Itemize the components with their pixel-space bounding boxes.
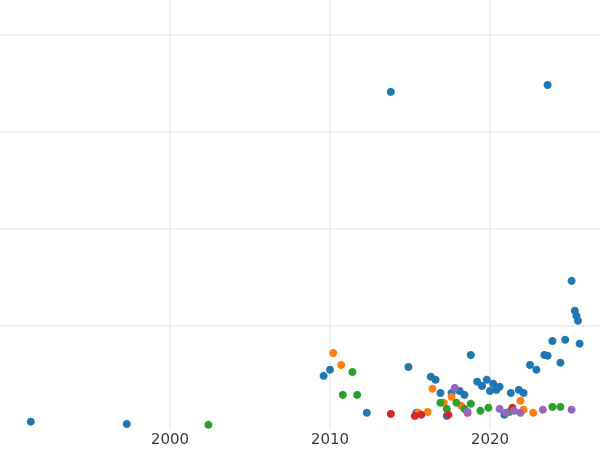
x-tick-label: 2000 [151, 430, 189, 448]
series-purple-point [516, 408, 525, 417]
series-blue-point [326, 365, 334, 374]
series-blue-point [122, 420, 131, 428]
series-blue-point [482, 375, 491, 384]
series-blue-point [362, 408, 371, 417]
series-blue-point [567, 276, 576, 285]
x-tick-label: 2020 [471, 430, 509, 448]
series-purple-point [567, 405, 576, 414]
series-blue-point [548, 337, 557, 345]
series-green-point [338, 390, 347, 399]
series-blue-point [478, 382, 486, 390]
series-blue-point [543, 81, 552, 89]
series-blue-point [386, 87, 395, 96]
series-orange-point [516, 396, 525, 405]
series-blue-point [506, 389, 515, 397]
series-purple-point [510, 406, 518, 415]
series-blue-point [561, 335, 570, 344]
series-red-point [417, 410, 426, 419]
series-purple-point [463, 408, 472, 416]
series-blue-point [556, 358, 565, 367]
series-blue-point [574, 316, 582, 325]
x-tick-label: 2010 [311, 430, 349, 448]
series-green-point [484, 403, 493, 412]
series-blue-point [532, 365, 541, 374]
series-blue-point [489, 379, 498, 388]
series-green-point [556, 402, 565, 411]
series-purple-point [495, 404, 504, 413]
series-green-point [436, 398, 445, 407]
series-orange-point [529, 408, 538, 417]
series-green-point [452, 398, 461, 407]
series-blue-point [466, 351, 475, 359]
series-red-point [386, 409, 395, 418]
series-green-point [466, 399, 475, 408]
series-blue-point [575, 339, 584, 348]
series-blue-point [519, 389, 528, 397]
series-blue-point [431, 375, 440, 384]
series-orange-point [329, 349, 338, 357]
series-blue-point [26, 417, 35, 426]
series-blue-point [526, 361, 534, 369]
series-blue-point [404, 363, 413, 371]
series-green-point [204, 420, 213, 429]
series-blue-point [436, 389, 445, 397]
series-green-point [348, 368, 357, 376]
series-orange-point [423, 408, 432, 416]
series-orange-point [447, 392, 456, 401]
series-red-point [444, 410, 453, 419]
series-blue-point [543, 351, 552, 360]
series-orange-point [428, 384, 437, 393]
series-green-point [353, 390, 362, 399]
series-green-point [476, 406, 485, 415]
series-orange-point [337, 361, 346, 369]
series-purple-point [538, 405, 547, 414]
series-green-point [548, 402, 557, 411]
series-purple-point [450, 383, 459, 392]
series-purple-point [502, 408, 510, 417]
series-blue-point [319, 371, 328, 380]
series-blue-point [486, 387, 494, 395]
series-red-point [410, 411, 419, 420]
series-blue-point [460, 390, 469, 399]
series-blue-point [495, 382, 504, 391]
